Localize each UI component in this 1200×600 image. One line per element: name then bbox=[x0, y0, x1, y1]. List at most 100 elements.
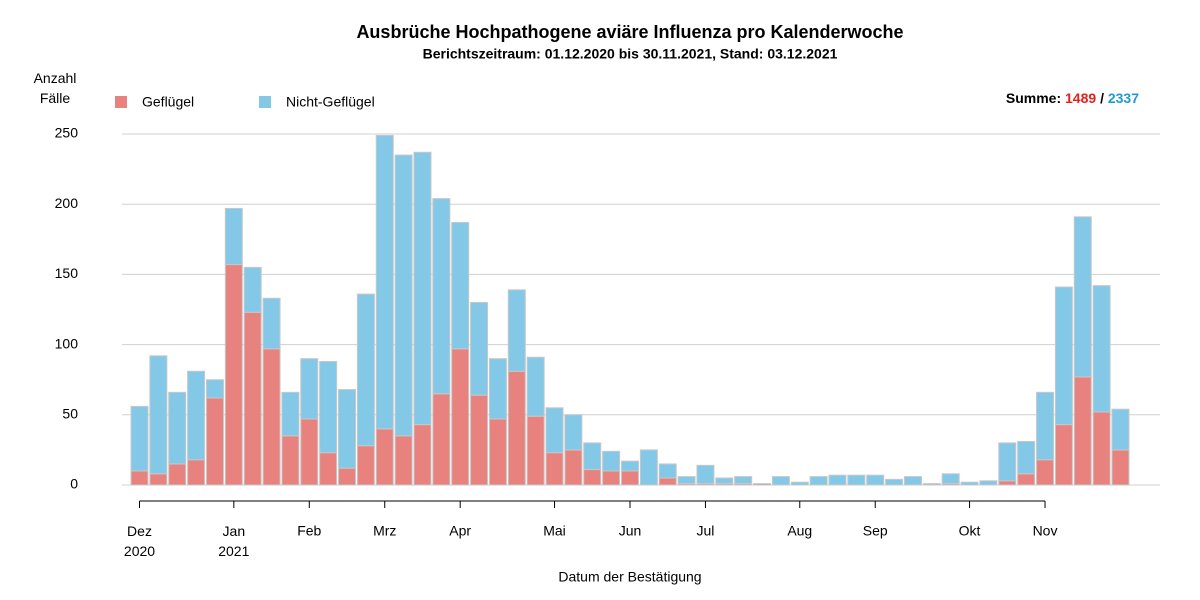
x-tick-label: Mrz bbox=[373, 523, 396, 539]
bar-segment bbox=[639, 449, 658, 486]
bar-segment bbox=[507, 370, 526, 486]
x-tick-label: Dez 2020 bbox=[124, 523, 155, 559]
x-tick-label: Nov bbox=[1033, 523, 1058, 539]
bar-segment bbox=[224, 207, 243, 266]
x-tick-label: Mai bbox=[543, 523, 566, 539]
bar-segment bbox=[545, 452, 564, 486]
bar-segment bbox=[281, 435, 300, 486]
y-tick-label: 50 bbox=[62, 406, 78, 422]
bar-segment bbox=[866, 474, 885, 486]
y-axis-label: Anzahl Fälle bbox=[34, 70, 77, 106]
bar-segment bbox=[583, 469, 602, 486]
bar-segment bbox=[168, 463, 187, 486]
bar-segment bbox=[602, 450, 621, 472]
bar-segment bbox=[413, 424, 432, 486]
bar-segment bbox=[281, 391, 300, 437]
bar-segment bbox=[224, 264, 243, 486]
bar-segment bbox=[262, 297, 281, 350]
bar-segment bbox=[1111, 408, 1130, 451]
bar-segment bbox=[451, 348, 470, 486]
bar-segment bbox=[338, 467, 357, 486]
bar-segment bbox=[488, 358, 507, 420]
summary-part: / bbox=[1100, 90, 1104, 106]
bar-segment bbox=[677, 476, 696, 485]
bar-segment bbox=[149, 473, 168, 486]
bar-segment bbox=[998, 480, 1017, 486]
bar-segment bbox=[356, 445, 375, 486]
bar-segment bbox=[545, 407, 564, 454]
bar-segment bbox=[715, 477, 734, 485]
bar-segment bbox=[1017, 473, 1036, 486]
y-tick-label: 150 bbox=[55, 265, 79, 281]
x-tick-label: Okt bbox=[959, 523, 981, 539]
bar-segment bbox=[507, 289, 526, 372]
bar-segment bbox=[658, 477, 677, 486]
bar-segment bbox=[809, 476, 828, 486]
bar-segment bbox=[187, 459, 206, 486]
bar-segment bbox=[790, 481, 809, 486]
bar-segment bbox=[130, 405, 149, 472]
bar-segment bbox=[885, 478, 904, 486]
x-tick-label: Jul bbox=[696, 523, 714, 539]
bar-segment bbox=[149, 355, 168, 475]
legend-label: Nicht-Geflügel bbox=[286, 94, 375, 110]
summary: Summe: 1489 / 2337 bbox=[1006, 90, 1139, 106]
bar-segment bbox=[375, 428, 394, 486]
y-tick-label: 200 bbox=[55, 195, 79, 211]
bar-segment bbox=[998, 442, 1017, 482]
bar-segment bbox=[488, 418, 507, 486]
bar-segment bbox=[168, 391, 187, 465]
bar-segment bbox=[300, 418, 319, 486]
x-tick-label: Jan 2021 bbox=[218, 523, 249, 559]
bar-segment bbox=[1111, 449, 1130, 486]
bar-segment bbox=[451, 221, 470, 350]
bar-segment bbox=[130, 470, 149, 486]
legend-label: Geflügel bbox=[142, 94, 194, 110]
bar-segment bbox=[753, 483, 772, 486]
chart-title: Ausbrüche Hochpathogene aviäre Influenza… bbox=[356, 22, 903, 42]
bar-segment bbox=[375, 134, 394, 430]
bar-segment bbox=[470, 301, 489, 396]
bar-segment bbox=[1073, 216, 1092, 378]
x-tick-label: Apr bbox=[449, 523, 471, 539]
bar-segment bbox=[564, 414, 583, 451]
x-tick-label: Aug bbox=[787, 523, 812, 539]
bar-segment bbox=[979, 480, 998, 486]
bar-segment bbox=[1054, 424, 1073, 486]
bar-segment bbox=[1054, 286, 1073, 426]
x-tick-label: Feb bbox=[297, 523, 321, 539]
bar-segment bbox=[960, 481, 979, 486]
bar-segment bbox=[941, 473, 960, 485]
bar-segment bbox=[1092, 285, 1111, 413]
bar-segment bbox=[1073, 376, 1092, 486]
bar-segment bbox=[526, 356, 545, 417]
bar-segment bbox=[696, 464, 715, 485]
bar-segment bbox=[564, 449, 583, 486]
bar-segment bbox=[300, 358, 319, 420]
bar-segment bbox=[847, 474, 866, 486]
bar-segment bbox=[734, 476, 753, 485]
bar-segment bbox=[1036, 459, 1055, 486]
bar-segment bbox=[394, 154, 413, 437]
bar-segment bbox=[1017, 440, 1036, 475]
bar-segment bbox=[470, 394, 489, 486]
bar-segment bbox=[356, 293, 375, 447]
bar-segment bbox=[771, 476, 790, 486]
y-tick-label: 100 bbox=[55, 335, 79, 351]
bar-segment bbox=[413, 151, 432, 426]
bar-segment bbox=[620, 460, 639, 472]
x-axis-label: Datum der Bestätigung bbox=[558, 569, 701, 585]
bar-segment bbox=[187, 370, 206, 461]
x-tick-label: Sep bbox=[863, 523, 888, 539]
bar-segment bbox=[828, 474, 847, 486]
summary-part: Summe: bbox=[1006, 90, 1061, 106]
bar-segment bbox=[1092, 411, 1111, 486]
bar-segment bbox=[243, 311, 262, 486]
legend-swatch bbox=[115, 96, 127, 108]
bar-segment bbox=[243, 266, 262, 313]
bar-segment bbox=[602, 470, 621, 486]
y-tick-label: 250 bbox=[55, 125, 79, 141]
summary-part: 2337 bbox=[1108, 90, 1139, 106]
bar-segment bbox=[620, 470, 639, 486]
